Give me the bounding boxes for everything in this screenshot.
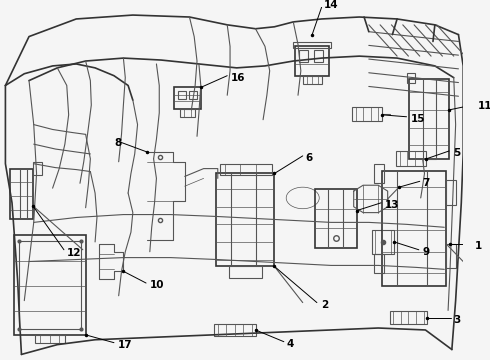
Bar: [446, 244, 456, 268]
Text: 14: 14: [323, 0, 338, 10]
Bar: [190, 91, 197, 99]
Bar: [315, 189, 357, 248]
Bar: [352, 107, 382, 121]
Bar: [303, 76, 321, 84]
Text: 6: 6: [306, 153, 313, 163]
Bar: [229, 266, 262, 278]
Text: 9: 9: [422, 247, 430, 257]
Bar: [371, 230, 394, 254]
Bar: [178, 91, 186, 99]
Text: 12: 12: [67, 248, 81, 258]
Bar: [382, 171, 446, 286]
Bar: [19, 241, 81, 329]
Bar: [374, 164, 384, 183]
Text: 3: 3: [454, 315, 461, 325]
Bar: [374, 254, 384, 273]
Bar: [314, 50, 323, 62]
Bar: [390, 311, 427, 324]
Text: 17: 17: [118, 339, 132, 350]
Bar: [174, 87, 201, 109]
Text: 4: 4: [287, 339, 294, 348]
Text: 13: 13: [385, 200, 399, 210]
Text: 11: 11: [477, 101, 490, 111]
Text: 10: 10: [150, 280, 164, 290]
Bar: [214, 324, 255, 336]
Bar: [14, 235, 86, 335]
Text: 7: 7: [422, 178, 430, 188]
Bar: [299, 50, 308, 62]
Bar: [446, 180, 456, 205]
Bar: [35, 335, 65, 343]
Bar: [294, 42, 331, 48]
Text: 16: 16: [231, 73, 245, 83]
Bar: [408, 73, 415, 82]
Bar: [396, 151, 426, 166]
Bar: [33, 162, 42, 175]
Text: 15: 15: [410, 114, 425, 124]
Bar: [295, 46, 329, 76]
Text: 2: 2: [321, 300, 329, 310]
Bar: [216, 174, 274, 266]
Bar: [180, 109, 195, 117]
Bar: [220, 164, 271, 175]
Bar: [10, 168, 33, 220]
Text: 5: 5: [453, 148, 460, 158]
Text: 1: 1: [474, 241, 482, 251]
Bar: [409, 78, 449, 159]
Text: 8: 8: [114, 138, 121, 148]
